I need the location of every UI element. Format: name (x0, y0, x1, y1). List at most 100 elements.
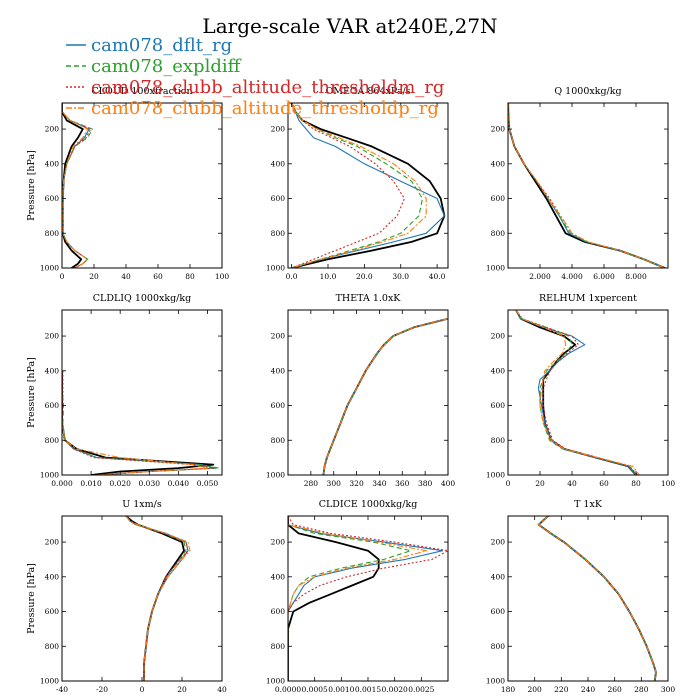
y-tick-label: 800 (45, 642, 60, 651)
panel-title: CLDLIQ 1000xkg/kg (93, 293, 191, 304)
x-tick-label: 40 (217, 685, 227, 694)
plot-frame (287, 102, 449, 269)
series-line-1 (515, 310, 637, 475)
x-tick-label: 100 (215, 272, 230, 281)
y-tick-label: 800 (271, 229, 286, 238)
x-tick-label: -20 (96, 685, 108, 694)
plot-frame (287, 515, 449, 682)
series-line-4 (538, 516, 657, 681)
x-tick-label: 20.0 (356, 272, 373, 281)
y-tick-label: 200 (491, 332, 506, 341)
x-tick-label: -40 (56, 685, 68, 694)
x-tick-label: 0.0010 (328, 685, 354, 694)
x-tick-label: 300 (661, 685, 676, 694)
y-tick-label: 200 (271, 332, 286, 341)
series-line-3 (515, 310, 639, 475)
y-tick-label: 600 (491, 607, 506, 616)
panel-7: U 1xm/s Pressure [hPa] -40 -20 0 20 40 200 400 60… (26, 499, 227, 694)
panel-title: RELHUM 1xpercent (539, 293, 637, 304)
x-tick-label: 180 (501, 685, 516, 694)
y-tick-label: 400 (491, 159, 506, 168)
y-tick-label: 600 (491, 401, 506, 410)
series-group (288, 516, 448, 681)
series-line-2 (515, 310, 637, 475)
series-group (125, 516, 191, 681)
y-tick-label: 400 (491, 572, 506, 581)
x-tick-label: 40 (567, 479, 577, 488)
legend-label: cam078_dflt_rg (91, 35, 232, 56)
x-tick-label: 380 (418, 479, 433, 488)
plot-frame (61, 515, 223, 682)
y-tick-label: 800 (45, 229, 60, 238)
series-line-4 (322, 318, 448, 475)
series-group (62, 103, 93, 268)
panel-8: CLDICE 1000xkg/kg 0.0000 0.0005 0.0010 0.001… (266, 499, 449, 694)
y-tick-label: 1000 (486, 471, 505, 480)
series-line-4 (515, 310, 640, 475)
legend-entry: cam078_expldiff (66, 56, 242, 77)
x-tick-label: 40 (121, 272, 131, 281)
x-tick-label: 320 (349, 479, 364, 488)
series-group (62, 370, 220, 475)
panel-title: CLDICE 1000xkg/kg (319, 499, 418, 510)
y-tick-label: 800 (45, 436, 60, 445)
series-line-reference (125, 516, 185, 681)
x-tick-label: 220 (554, 685, 569, 694)
x-tick-label: 0.0015 (355, 685, 381, 694)
x-tick-label: 80 (631, 479, 641, 488)
x-tick-label: 60 (153, 272, 163, 281)
y-tick-label: 400 (271, 572, 286, 581)
x-tick-label: 0 (60, 272, 65, 281)
legend: cam078_dflt_rgcam078_expldiffcam078_club… (66, 35, 444, 119)
y-tick-label: 800 (271, 642, 286, 651)
y-tick-label: 200 (45, 332, 60, 341)
panel-2: OMEGA 864xPa/s 0.0 10.0 20.0 30.0 40.0 200 400 6… (266, 86, 449, 281)
panel-4: CLDLIQ 1000xkg/kg Pressure [hPa] 0.000 0.01… (26, 293, 223, 488)
series-line-reference (537, 516, 657, 681)
y-tick-label: 200 (491, 538, 506, 547)
y-axis-label: Pressure [hPa] (26, 357, 37, 428)
y-tick-label: 600 (271, 607, 286, 616)
x-tick-label: 0.0 (286, 272, 298, 281)
x-tick-label: 80 (185, 272, 195, 281)
y-tick-label: 800 (491, 436, 506, 445)
y-axis-label: Pressure [hPa] (26, 563, 37, 634)
x-tick-label: 0.020 (109, 479, 131, 488)
y-tick-label: 800 (491, 642, 506, 651)
legend-entry: cam078_dflt_rg (66, 35, 232, 56)
y-tick-label: 800 (271, 436, 286, 445)
series-line-4 (508, 103, 666, 268)
x-tick-label: 8.000 (625, 272, 647, 281)
y-tick-label: 600 (45, 401, 60, 410)
y-tick-label: 600 (491, 194, 506, 203)
y-tick-label: 600 (45, 607, 60, 616)
y-tick-label: 1000 (40, 677, 59, 686)
series-line-3 (291, 103, 405, 268)
x-tick-label: 30.0 (392, 272, 409, 281)
panel-title: THETA 1.0xK (336, 293, 402, 304)
series-line-reference (322, 317, 448, 475)
plot-frame (507, 309, 669, 476)
y-axis-label: Pressure [hPa] (26, 150, 37, 221)
x-tick-label: 280 (304, 479, 319, 488)
y-tick-label: 200 (271, 538, 286, 547)
panel-grid: CLOUD 100xfraction Pressure [hPa] 0 20 40 60 8… (26, 86, 675, 694)
plot-frame (507, 515, 669, 682)
series-group (515, 310, 640, 475)
x-tick-label: 0.030 (139, 479, 161, 488)
panel-9: T 1xK 180 200 220 240 260 280 300 200 400 600 800 10… (486, 499, 675, 694)
series-line-4 (62, 103, 89, 268)
legend-label: cam078_clubb_altitude_thresholdm_rg (91, 77, 444, 98)
series-line-3 (508, 103, 666, 268)
y-tick-label: 400 (271, 366, 286, 375)
y-tick-label: 400 (45, 159, 60, 168)
x-tick-label: 2.000 (529, 272, 551, 281)
series-line-2 (288, 516, 412, 681)
y-tick-label: 400 (271, 159, 286, 168)
y-tick-label: 400 (45, 366, 60, 375)
y-tick-label: 800 (491, 229, 506, 238)
series-line-reference (508, 103, 666, 268)
y-tick-label: 1000 (40, 264, 59, 273)
y-tick-label: 1000 (40, 471, 59, 480)
series-line-1 (288, 516, 444, 681)
